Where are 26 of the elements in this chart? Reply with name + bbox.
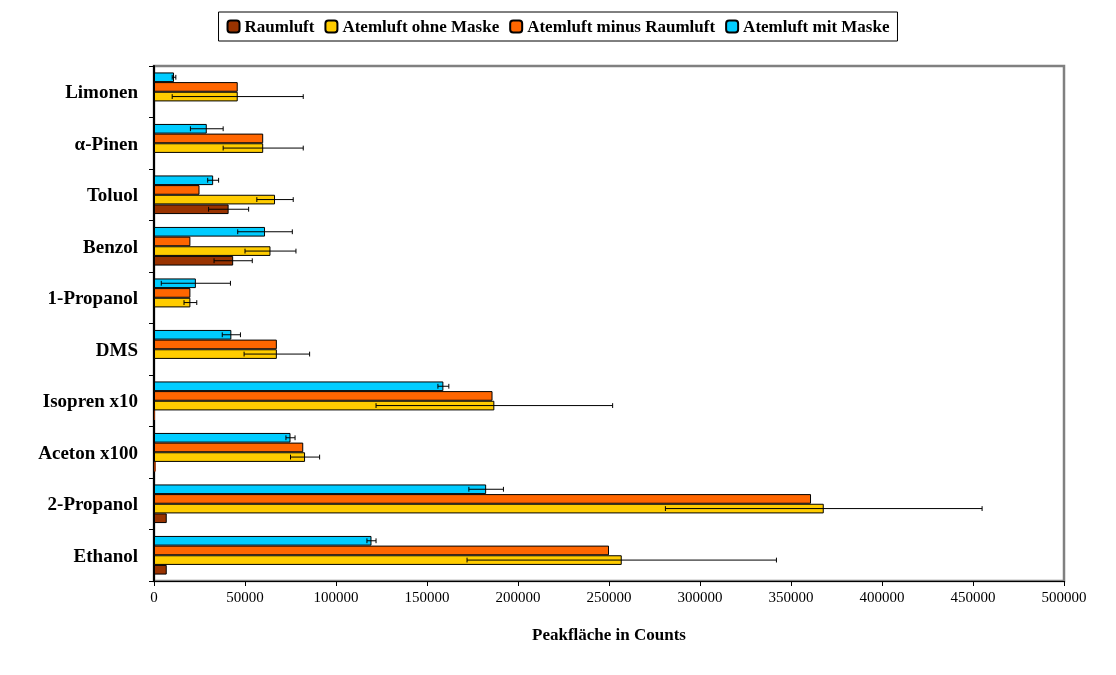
- y-tick-label: Aceton x100: [38, 441, 138, 463]
- y-tick-label: 2-Propanol: [47, 493, 138, 515]
- legend-label: Atemluft ohne Maske: [342, 17, 500, 36]
- y-tick-label: Ethanol: [73, 544, 138, 566]
- x-tick-label: 500000: [1041, 588, 1087, 605]
- y-tick-label: Benzol: [83, 235, 138, 257]
- legend-label: Raumluft: [244, 17, 315, 36]
- x-tick-label: 150000: [404, 588, 450, 605]
- x-tick-label: 450000: [950, 588, 996, 605]
- legend-label: Atemluft mit Maske: [743, 17, 890, 36]
- x-tick-label: 350000: [768, 588, 814, 605]
- x-tick-label: 50000: [226, 588, 264, 605]
- x-tick-label: 200000: [495, 588, 541, 605]
- x-tick-label: 0: [150, 588, 158, 605]
- x-tick-label: 100000: [313, 588, 359, 605]
- y-tick-label: α-Pinen: [74, 132, 139, 154]
- y-tick-label: Isopren x10: [42, 390, 138, 412]
- legend-label: Atemluft minus Raumluft: [527, 17, 716, 36]
- x-axis-title: Peakfläche in Counts: [532, 625, 687, 644]
- y-tick-label: 1-Propanol: [47, 287, 138, 309]
- y-tick-label: Toluol: [86, 184, 138, 206]
- x-tick-label: 400000: [859, 588, 905, 605]
- y-tick-label: DMS: [95, 338, 138, 360]
- y-tick-label: Limonen: [65, 81, 139, 103]
- x-tick-label: 300000: [677, 588, 723, 605]
- x-tick-label: 250000: [586, 588, 632, 605]
